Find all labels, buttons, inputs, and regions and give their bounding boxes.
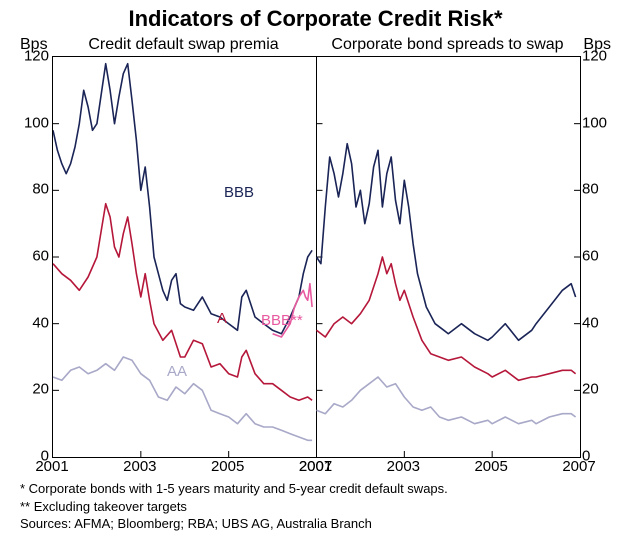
xtick-label: 2001 [299,458,332,475]
ytick-label: 60 [5,248,49,265]
series-label: A [217,310,227,327]
xtick-label: 2003 [123,458,156,475]
ytick-label-right: 100 [582,114,626,131]
plot-svg [53,57,580,457]
xtick-label: 2005 [474,458,507,475]
ytick-label-right: 60 [582,248,626,265]
series-label: BBB [224,184,254,201]
plot-area [52,56,581,458]
series-label: BBB** [261,312,303,329]
ytick-label-right: 40 [582,314,626,331]
series-label: AA [167,363,187,380]
footnote-2: ** Excluding takeover targets [20,498,611,516]
xtick-label: 2001 [35,458,68,475]
chart-title: Indicators of Corporate Credit Risk* [0,6,631,32]
ytick-label: 80 [5,181,49,198]
ytick-label-right: 20 [582,381,626,398]
ytick-label: 20 [5,381,49,398]
xtick-label: 2005 [211,458,244,475]
ytick-label: 40 [5,314,49,331]
ytick-label: 120 [5,48,49,65]
footnotes: * Corporate bonds with 1-5 years maturit… [20,480,611,533]
ytick-label-right: 120 [582,48,626,65]
chart-container: Indicators of Corporate Credit Risk* Bps… [0,0,631,543]
xtick-label: 2003 [387,458,420,475]
xtick-label: 2007 [562,458,595,475]
footnote-3: Sources: AFMA; Bloomberg; RBA; UBS AG, A… [20,515,611,533]
ytick-label-right: 80 [582,181,626,198]
footnote-1: * Corporate bonds with 1-5 years maturit… [20,480,611,498]
ytick-label: 100 [5,114,49,131]
panel-subtitle-right: Corporate bond spreads to swap [316,36,579,54]
panel-subtitle-left: Credit default swap premia [52,36,315,54]
